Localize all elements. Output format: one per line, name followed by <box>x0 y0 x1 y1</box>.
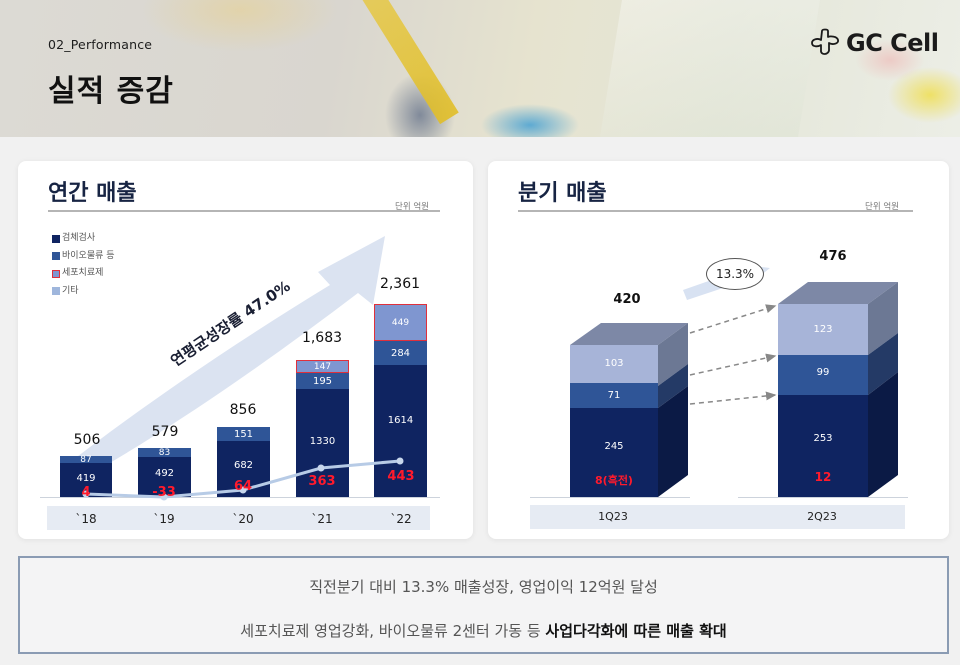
header-banner <box>0 0 960 137</box>
bar-segment-logistics: 83 <box>138 448 191 458</box>
operating-profit-label: 12 <box>814 470 832 484</box>
legend-item: 바이오물류 등 <box>52 248 115 266</box>
page-title: 실적 증감 <box>48 74 174 109</box>
legend-label: 검체검사 <box>62 233 96 243</box>
unit-label: 단위 억원 <box>395 202 429 212</box>
segment-label-other: 103 <box>604 358 624 369</box>
legend-label: 바이오물류 등 <box>62 250 115 261</box>
operating-profit-label: 64 <box>233 479 253 494</box>
title-divider <box>518 210 913 212</box>
logo-text: GC Cell <box>846 29 939 57</box>
legend-label: 세포치료제 <box>62 268 104 278</box>
segment-label-other: 123 <box>813 324 833 335</box>
chart-legend: 검체검사 바이오물류 등 세포치료제 기타 <box>52 230 115 300</box>
section-label: 02_Performance <box>48 37 153 52</box>
bar-total: 1,683 <box>301 330 343 346</box>
company-logo: GC Cell <box>810 28 939 58</box>
x-label: `18 <box>75 512 97 526</box>
summary-line-2: 세포치료제 영업강화, 바이오물류 2센터 가동 등 사업다각화에 따른 매출 … <box>20 620 947 641</box>
summary-line-2-text: 세포치료제 영업강화, 바이오물류 2센터 가동 등 <box>240 622 546 640</box>
bar-total: 506 <box>73 432 101 448</box>
legend-item: 기타 <box>52 283 115 301</box>
growth-badge: 13.3% <box>706 258 764 290</box>
summary-box: 직전분기 대비 13.3% 매출성장, 영업이익 12억원 달성 세포치료제 영… <box>18 556 949 654</box>
legend-swatch <box>52 252 60 261</box>
x-label: `22 <box>390 512 412 526</box>
bar-segment-logistics: 87 <box>60 455 112 465</box>
bar-segment-cell-therapy: 449 <box>374 304 427 341</box>
legend-item: 세포치료제 <box>52 265 115 283</box>
x-label: `19 <box>153 512 175 526</box>
x-axis-band <box>47 506 430 530</box>
legend-swatch <box>52 269 60 278</box>
bar-segment-testing: 1614 <box>374 365 427 497</box>
segment-label-testing: 245 <box>604 441 624 452</box>
bar-total: 420 <box>613 292 641 307</box>
x-label: `21 <box>311 512 333 526</box>
legend-item: 검체검사 <box>52 230 115 248</box>
operating-profit-label: 443 <box>387 469 415 484</box>
operating-profit-label: -33 <box>152 485 176 500</box>
bar-2022: 449 284 1614 <box>374 304 427 497</box>
gc-cell-logo-icon <box>811 28 839 55</box>
x-label: 2Q23 <box>807 510 837 523</box>
legend-swatch <box>52 287 60 296</box>
segment-label-logistics: 99 <box>816 367 830 378</box>
summary-line-2-emphasis: 사업다각화에 따른 매출 확대 <box>545 622 727 640</box>
bar-total: 2,361 <box>379 276 421 292</box>
bar-segment-logistics: 151 <box>217 427 270 441</box>
summary-line-1: 직전분기 대비 13.3% 매출성장, 영업이익 12억원 달성 <box>309 578 658 596</box>
banner-image-glass <box>600 0 820 137</box>
bar-segment-testing: 492 <box>138 457 191 497</box>
annual-revenue-title: 연간 매출 <box>48 181 137 206</box>
bar-2021: 147 195 1330 <box>296 360 349 497</box>
unit-label: 단위 억원 <box>865 202 899 212</box>
bar-segment-cell-therapy: 147 <box>296 360 349 373</box>
x-axis-line <box>40 497 440 498</box>
operating-profit-label: 8(흑전) <box>595 474 633 487</box>
bar-2020: 151 682 <box>217 427 270 497</box>
legend-label: 기타 <box>62 285 79 296</box>
x-axis-band <box>530 505 905 529</box>
segment-label-logistics: 71 <box>607 390 621 401</box>
legend-swatch <box>52 234 60 243</box>
x-axis-line <box>738 497 908 498</box>
bar-segment-testing: 1330 <box>296 389 349 497</box>
x-label: `20 <box>232 512 254 526</box>
bar-segment-logistics: 284 <box>374 341 427 365</box>
segment-label-testing: 253 <box>813 433 833 444</box>
bar-total: 476 <box>819 249 847 264</box>
quarterly-revenue-title: 분기 매출 <box>518 181 607 206</box>
title-divider <box>48 210 440 212</box>
bar-total: 856 <box>229 402 257 418</box>
bar-segment-logistics: 195 <box>296 373 349 389</box>
bar-total: 579 <box>151 424 179 440</box>
operating-profit-label: 4 <box>81 485 91 500</box>
x-label: 1Q23 <box>598 510 628 523</box>
x-axis-line <box>530 497 690 498</box>
operating-profit-label: 363 <box>308 474 336 489</box>
bar-2019: 83 492 <box>138 448 191 497</box>
